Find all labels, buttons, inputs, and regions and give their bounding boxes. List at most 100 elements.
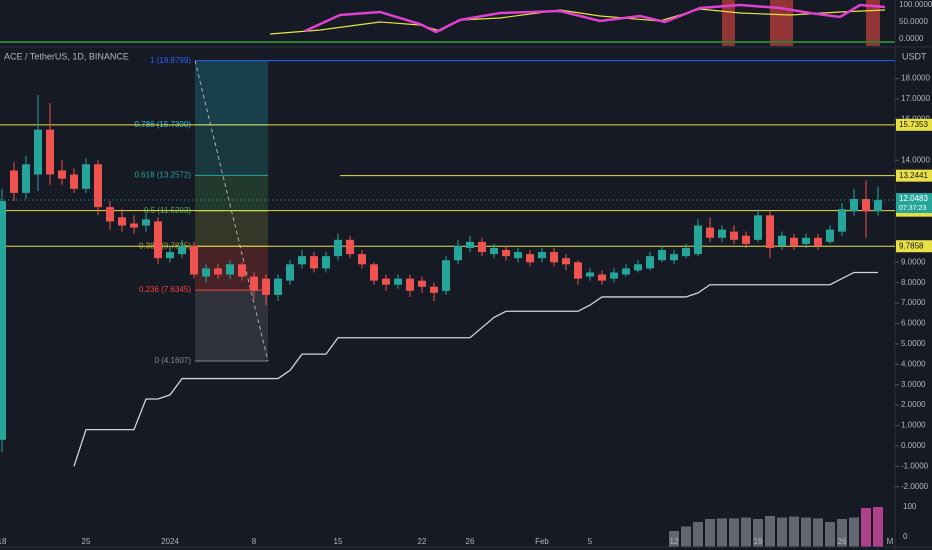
candle-body [670, 254, 678, 261]
candle-body [802, 237, 810, 244]
volume-bar [849, 517, 859, 547]
candle-body [430, 286, 438, 293]
y-tick-label: 14.0000 [901, 155, 930, 164]
price-label-box [896, 169, 932, 182]
x-tick-label: 18 [0, 537, 7, 546]
price-label-box [896, 118, 932, 131]
volume-bar [705, 519, 715, 547]
candle-body [454, 245, 462, 261]
candle-body [70, 174, 78, 189]
volume-bar [681, 526, 691, 547]
candle-body [358, 254, 366, 265]
x-tick-label: 19 [754, 537, 763, 546]
candle-body [202, 268, 210, 277]
candle-body [286, 264, 294, 281]
osc-tick-label: 0.0000 [899, 34, 924, 43]
volume-bar [777, 517, 787, 547]
y-tick-label: 8.0000 [901, 278, 926, 287]
candle-body [322, 256, 330, 269]
x-tick-label: 2024 [161, 537, 179, 546]
y-tick-label: 18.0000 [901, 74, 930, 83]
candle-body [238, 264, 246, 277]
volume-bar [693, 522, 703, 547]
y-tick-label: 2.0000 [901, 400, 926, 409]
candle-body [874, 200, 882, 212]
x-tick-label: 22 [418, 537, 427, 546]
x-tick-label: 26 [466, 537, 475, 546]
price-label: 13.2441 [899, 171, 928, 180]
candle-body [826, 229, 834, 242]
candle-body [370, 264, 378, 281]
fib-label: 1 (18.8799) [150, 56, 191, 65]
candle-body [718, 229, 726, 238]
candle-body [526, 254, 534, 263]
candle-body [730, 231, 738, 240]
candle-body [190, 245, 198, 275]
y-tick-label: 4.0000 [901, 359, 926, 368]
volume-bar [837, 519, 847, 547]
y-tick-label: 6.0000 [901, 319, 926, 328]
price-label-box [896, 240, 932, 253]
trail-line [73, 271, 878, 467]
osc-tick-label: 50.0000 [899, 17, 928, 26]
candle-body [646, 256, 654, 269]
candle-body [82, 164, 90, 189]
volume-tick-label: 0 [903, 532, 908, 541]
candle-body [334, 239, 342, 257]
y-tick-label: 17.0000 [901, 94, 930, 103]
candle-body [586, 272, 594, 277]
candle-body [178, 245, 186, 255]
price-label: 9.7858 [899, 241, 924, 250]
candle-body [166, 252, 174, 259]
last-price-box [896, 193, 932, 214]
candle-body [622, 268, 630, 275]
volume-bar [873, 507, 883, 547]
currency: USDT [902, 51, 927, 61]
candle-body [250, 276, 258, 291]
candle-body [658, 250, 666, 261]
y-tick-label: 1.0000 [901, 421, 926, 430]
osc-zone [866, 0, 880, 46]
candle-body [598, 274, 606, 281]
osc-zone [770, 0, 793, 46]
candle-body [298, 256, 306, 265]
candle-body [754, 215, 762, 240]
fib-zone [195, 210, 268, 247]
countdown: 07:37:23 [899, 205, 926, 212]
candle-body [574, 262, 582, 279]
osc-line [304, 3, 886, 34]
candle-body [214, 268, 222, 275]
price-label: 15.7353 [899, 120, 928, 129]
volume-bar [729, 518, 739, 547]
volume-bar [669, 531, 679, 547]
candle-body [346, 239, 354, 255]
candle-body [562, 258, 570, 265]
x-tick-label: 8 [252, 537, 257, 546]
candle-body [742, 235, 750, 244]
candle-body [154, 221, 162, 259]
candle-body [766, 215, 774, 248]
x-tick-label: 26 [838, 537, 847, 546]
candle-body [490, 247, 498, 255]
candle-body [502, 250, 510, 257]
candle-body [466, 241, 474, 248]
x-tick-label: M [887, 537, 894, 546]
volume-bar [753, 519, 763, 547]
candle-body [694, 225, 702, 255]
fib-zone [195, 124, 268, 176]
osc-tick-label: 100.0000 [899, 0, 932, 9]
candle-body [394, 278, 402, 285]
volume-tick-label: 100 [903, 502, 917, 511]
y-tick-label: 9.0000 [901, 257, 926, 266]
candle-body [514, 252, 522, 259]
candle-body [58, 170, 66, 179]
candle-body [838, 209, 846, 232]
candle-body [778, 235, 786, 246]
candle-body [262, 278, 270, 295]
candle-body [418, 280, 426, 287]
fib-zone [195, 290, 268, 362]
candle-body [634, 264, 642, 271]
candle-body [406, 278, 414, 291]
candle-body [610, 272, 618, 279]
